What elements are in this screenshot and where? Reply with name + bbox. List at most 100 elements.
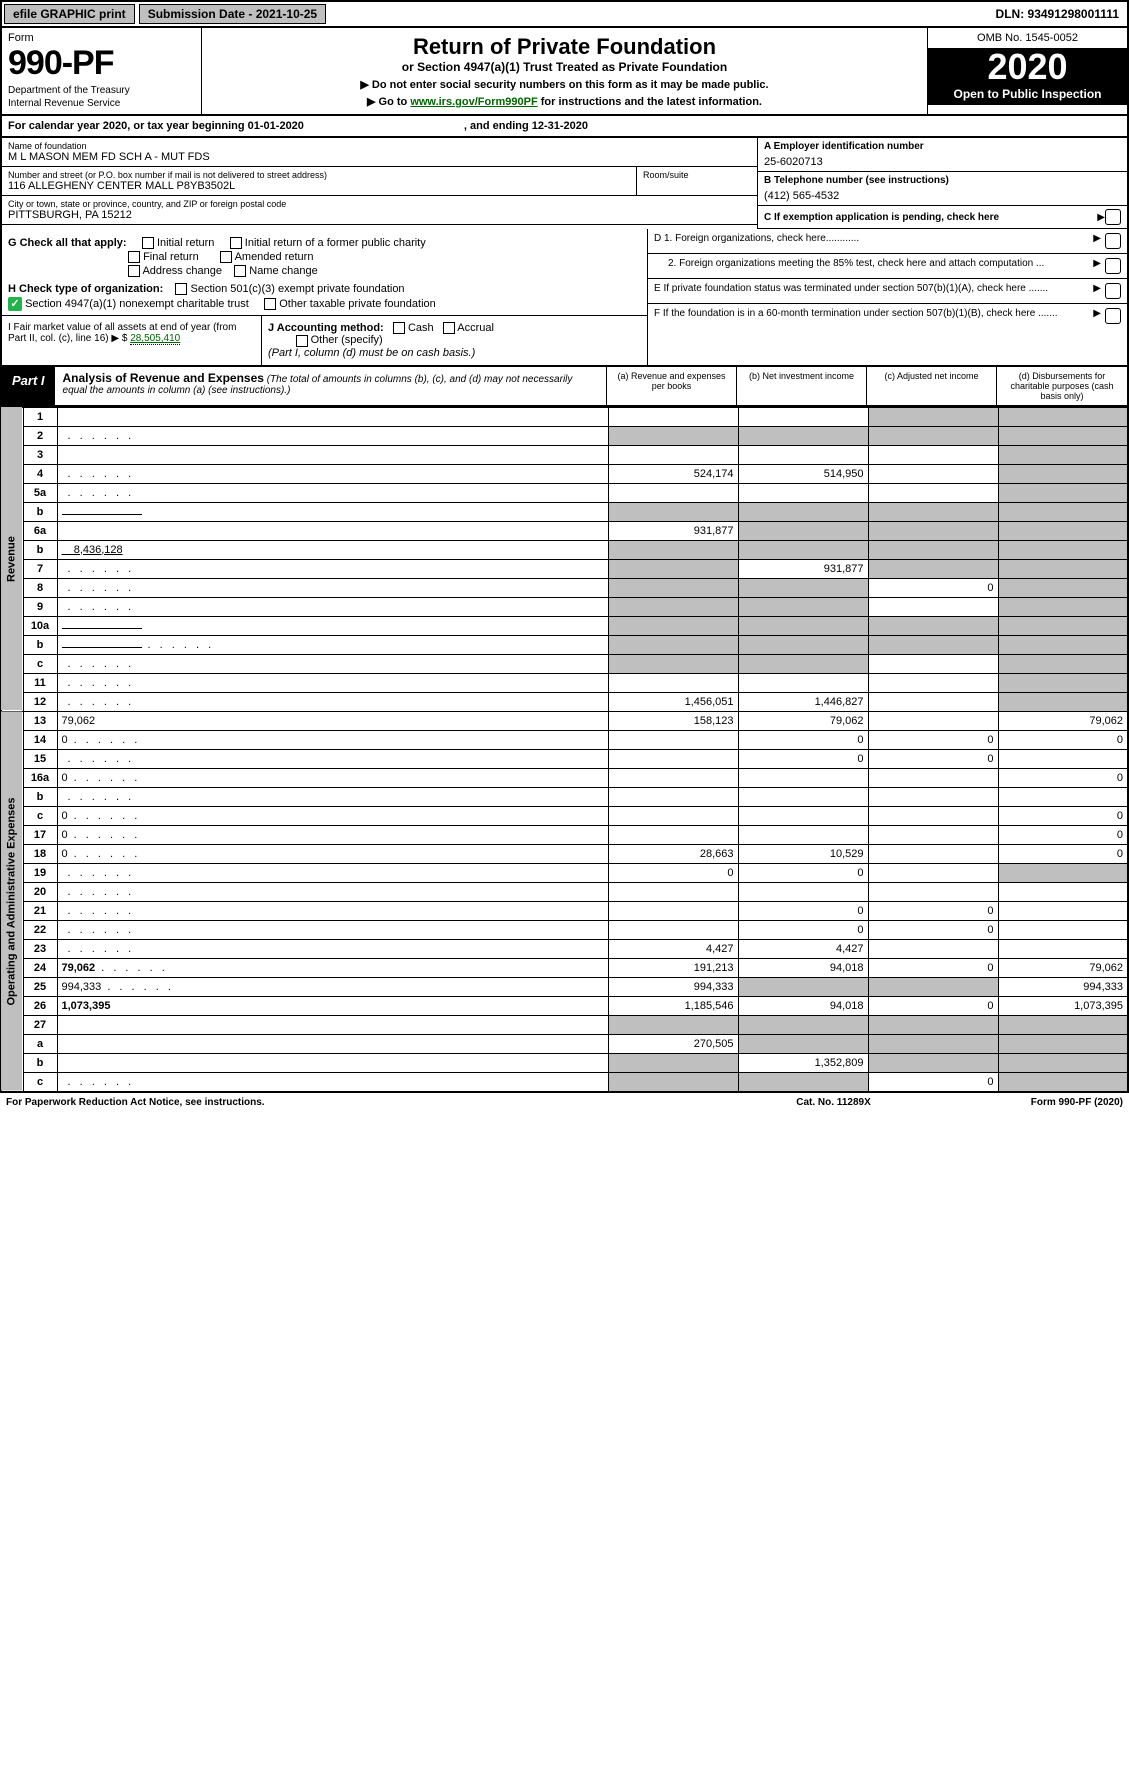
cell-d: [998, 597, 1128, 616]
cell-a: [608, 806, 738, 825]
g-cb-address[interactable]: [128, 265, 140, 277]
g-cb-name[interactable]: [234, 265, 246, 277]
c-label: C If exemption application is pending, c…: [764, 212, 999, 223]
cell-b: [738, 787, 868, 806]
calendar-end: , and ending 12-31-2020: [464, 120, 588, 132]
table-row: 5a . . . . . .: [1, 483, 1128, 502]
line-number: 20: [23, 882, 57, 901]
line-description: 79,062: [57, 711, 608, 730]
d1-label: D 1. Foreign organizations, check here..…: [654, 233, 859, 244]
line-description: [57, 1034, 608, 1053]
header-left: Form 990-PF Department of the Treasury I…: [2, 28, 202, 114]
subtitle: or Section 4947(a)(1) Trust Treated as P…: [208, 60, 921, 74]
cell-a: 28,663: [608, 844, 738, 863]
cell-a: [608, 1053, 738, 1072]
line-description: . . . . . .: [57, 673, 608, 692]
f-checkbox[interactable]: [1105, 308, 1121, 324]
cell-a: 524,174: [608, 464, 738, 483]
year-wrap: 2020 Open to Public Inspection: [928, 49, 1127, 105]
line-description: 0 . . . . . .: [57, 825, 608, 844]
cell-a: [608, 654, 738, 673]
line-description: . . . . . .: [57, 1072, 608, 1092]
cell-c: [868, 711, 998, 730]
table-row: 12 . . . . . .1,456,0511,446,827: [1, 692, 1128, 711]
line-description: . . . . . .: [57, 635, 608, 654]
cell-a: [608, 445, 738, 464]
j-cb-other[interactable]: [296, 335, 308, 347]
e-checkbox[interactable]: [1105, 283, 1121, 299]
line-description: . . . . . .: [57, 920, 608, 939]
submission-date-button[interactable]: Submission Date - 2021-10-25: [139, 4, 326, 24]
line-description: . . . . . .: [57, 882, 608, 901]
g-cb-amended[interactable]: [220, 251, 232, 263]
fmv-value[interactable]: 28,505,410: [130, 333, 180, 345]
cell-d: [998, 939, 1128, 958]
efile-button[interactable]: efile GRAPHIC print: [4, 4, 135, 24]
line-number: 16a: [23, 768, 57, 787]
g-opt-0: Initial return: [157, 237, 214, 249]
table-row: 140 . . . . . .000: [1, 730, 1128, 749]
exemption-cell: C If exemption application is pending, c…: [758, 206, 1127, 229]
g-cb-initial[interactable]: [142, 237, 154, 249]
cell-c: [868, 445, 998, 464]
table-row: 170 . . . . . .0: [1, 825, 1128, 844]
e-row: E If private foundation status was termi…: [648, 279, 1127, 304]
line-description: . . . . . .: [57, 578, 608, 597]
cell-c: [868, 464, 998, 483]
line-number: c: [23, 806, 57, 825]
footer-right: Form 990-PF (2020): [1031, 1097, 1123, 1108]
cell-c: [868, 882, 998, 901]
room-label: Room/suite: [643, 170, 751, 180]
cell-c: [868, 559, 998, 578]
h-cb-501c3[interactable]: [175, 283, 187, 295]
line-number: b: [23, 540, 57, 559]
g-cb-initial-former[interactable]: [230, 237, 242, 249]
g-opt-2: Final return: [143, 251, 199, 263]
cell-d: [998, 787, 1128, 806]
line-number: b: [23, 635, 57, 654]
line-description: . . . . . .: [57, 464, 608, 483]
cell-d: 0: [998, 730, 1128, 749]
line-number: b: [23, 787, 57, 806]
cell-b: 4,427: [738, 939, 868, 958]
cell-a: [608, 825, 738, 844]
ein-label: A Employer identification number: [764, 141, 1121, 152]
line-number: 25: [23, 977, 57, 996]
h-cb-other[interactable]: [264, 298, 276, 310]
city-label: City or town, state or province, country…: [8, 199, 751, 209]
cell-b: [738, 1072, 868, 1092]
h-opt-1: Section 501(c)(3) exempt private foundat…: [191, 283, 405, 295]
checks-section: G Check all that apply: Initial return I…: [0, 229, 1129, 367]
table-row: 19 . . . . . .00: [1, 863, 1128, 882]
d1-checkbox[interactable]: [1105, 233, 1121, 249]
form-link[interactable]: www.irs.gov/Form990PF: [410, 96, 537, 108]
h-row2: ✓ Section 4947(a)(1) nonexempt charitabl…: [8, 297, 641, 311]
g-cb-final[interactable]: [128, 251, 140, 263]
h-cb-4947-checked[interactable]: ✓: [8, 297, 22, 311]
cell-c: [868, 597, 998, 616]
title: Return of Private Foundation: [208, 34, 921, 60]
id-left: Name of foundation M L MASON MEM FD SCH …: [2, 138, 757, 229]
cell-c: 0: [868, 578, 998, 597]
line-number: 4: [23, 464, 57, 483]
g-row: G Check all that apply: Initial return I…: [8, 237, 641, 249]
dept-treasury: Department of the Treasury: [8, 85, 195, 96]
j-cb-cash[interactable]: [393, 322, 405, 334]
line-number: 10a: [23, 616, 57, 635]
line-number: 9: [23, 597, 57, 616]
cell-d: 0: [998, 844, 1128, 863]
address-cell: Number and street (or P.O. box number if…: [2, 167, 637, 196]
cell-a: [608, 426, 738, 445]
page-footer: For Paperwork Reduction Act Notice, see …: [0, 1093, 1129, 1112]
arrow-icon: ▶: [1089, 308, 1105, 319]
cell-c: [868, 977, 998, 996]
cell-a: [608, 901, 738, 920]
d2-checkbox[interactable]: [1105, 258, 1121, 274]
c-checkbox[interactable]: [1105, 209, 1121, 225]
line-number: 27: [23, 1015, 57, 1034]
cell-b: [738, 426, 868, 445]
cell-d: [998, 1015, 1128, 1034]
cell-a: 931,877: [608, 521, 738, 540]
j-cb-accrual[interactable]: [443, 322, 455, 334]
table-row: 25994,333 . . . . . .994,333994,333: [1, 977, 1128, 996]
